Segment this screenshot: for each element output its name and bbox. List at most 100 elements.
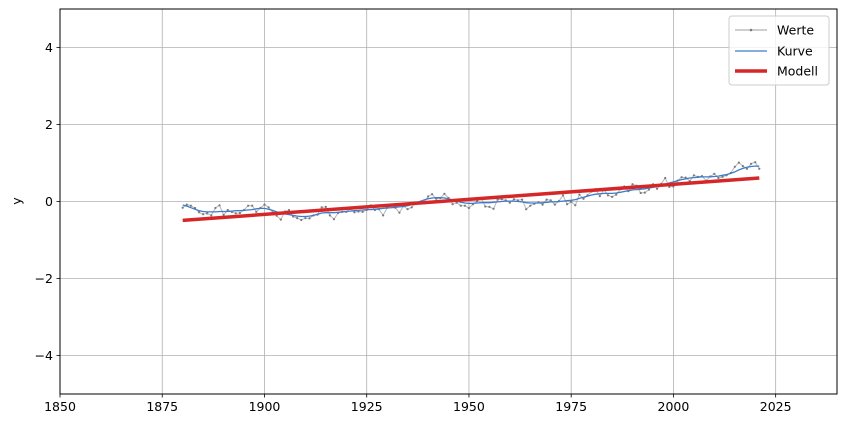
legend-item-kurve: Kurve [735,44,813,59]
series-werte-point [353,211,356,214]
series-werte-point [741,165,745,168]
series-werte-point [467,206,470,210]
series-werte-point [181,206,184,209]
legend-label-modell: Modell [777,64,818,79]
series-werte-point [549,199,552,202]
x-tick-label: 2025 [760,399,792,414]
series-werte-point [488,205,491,208]
series-werte-point [410,206,413,209]
series-werte-point [431,193,434,196]
x-tick-label: 1950 [453,399,485,414]
series-werte-point [525,208,528,211]
x-tick-label: 1850 [44,399,76,414]
series-werte-point [521,198,524,201]
series-werte-point [561,194,565,197]
series-werte-point [545,198,548,201]
series-werte-point [279,218,282,221]
series-werte-point [647,188,651,191]
series-werte-point [615,193,618,196]
y-tick-label: 0 [45,194,53,209]
series-werte-point [643,191,646,194]
series-werte-point [529,204,532,207]
series-werte-point [210,214,213,217]
series-werte-point [508,201,511,204]
series-werte-point [300,218,303,222]
series-werte-point [267,206,270,209]
series-werte-point [492,207,495,210]
series-werte-point [692,174,696,177]
series-werte-point [758,167,761,170]
series-werte-point [459,204,462,207]
series-werte-point [750,162,753,165]
legend: Werte Kurve Modell [728,15,830,86]
series-werte-point [463,204,466,207]
legend-label-kurve: Kurve [777,44,813,59]
series-werte-point [238,211,241,215]
series-werte-point [476,200,479,203]
series-werte-point [639,191,642,195]
series-werte-point [455,201,458,204]
series-werte-point [721,175,724,178]
series-werte-point [320,206,323,209]
series-werte-point [733,165,736,168]
legend-item-werte: Werte [735,23,814,38]
series-werte-point [512,198,516,201]
series-werte-point [631,183,634,186]
axes-frame [59,8,838,395]
series-werte-point [296,217,299,220]
series-werte-point [717,176,720,180]
series-werte-point [566,203,569,206]
x-tick-label: 2000 [658,399,690,414]
series-werte-point [287,208,291,212]
series-werte-point [332,218,336,221]
legend-box [728,15,830,86]
series-werte-point [324,205,327,208]
x-tick-label: 1875 [146,399,178,414]
series-werte-point [206,212,209,215]
y-tick-label: −4 [35,348,53,363]
series-werte-point [713,172,716,175]
series-werte-point [398,211,401,214]
series-werte-point [680,176,683,179]
series-werte-point [197,211,201,214]
series-werte-point [553,203,556,206]
series-werte-point [308,217,311,220]
series-modell-line [182,176,760,223]
series-werte-point [427,195,430,198]
series-werte-point [745,167,749,170]
series-werte-point [656,187,659,190]
series-werte-point [185,203,188,206]
series-werte-point [606,194,610,197]
y-tick-label: 4 [45,40,53,55]
series-werte-point [361,210,364,213]
series-werte-point [263,203,266,206]
legend-label-werte: Werte [777,23,814,38]
x-tick-label: 1975 [555,399,587,414]
y-axis-label: y [9,197,24,205]
series-werte-point [328,214,331,217]
series-werte-point [234,212,237,215]
series-werte-point [222,213,225,217]
legend-item-modell: Modell [735,64,818,79]
series-werte-point [737,161,741,164]
series-werte-point [582,197,585,200]
legend-marker-werte [749,28,753,32]
x-tick-label: 1900 [249,399,281,414]
y-axis-ticks: −4 −2 0 2 4 [35,40,60,363]
series-werte-point [574,204,577,207]
series-werte-point [251,204,254,207]
x-axis-ticks: 1850 1875 1900 1925 1950 1975 2000 2025 [44,394,792,414]
series-werte-point [484,205,487,208]
series-werte-point [247,204,250,207]
series-werte-point [202,213,205,216]
series-werte-point [541,203,544,206]
series-werte-line [182,161,760,221]
series-werte-point [578,193,581,196]
series-werte-point [598,195,601,198]
x-tick-label: 1925 [351,399,383,414]
series-werte-point [443,192,446,195]
series-werte-point [304,217,307,220]
y-tick-label: −2 [35,271,53,286]
